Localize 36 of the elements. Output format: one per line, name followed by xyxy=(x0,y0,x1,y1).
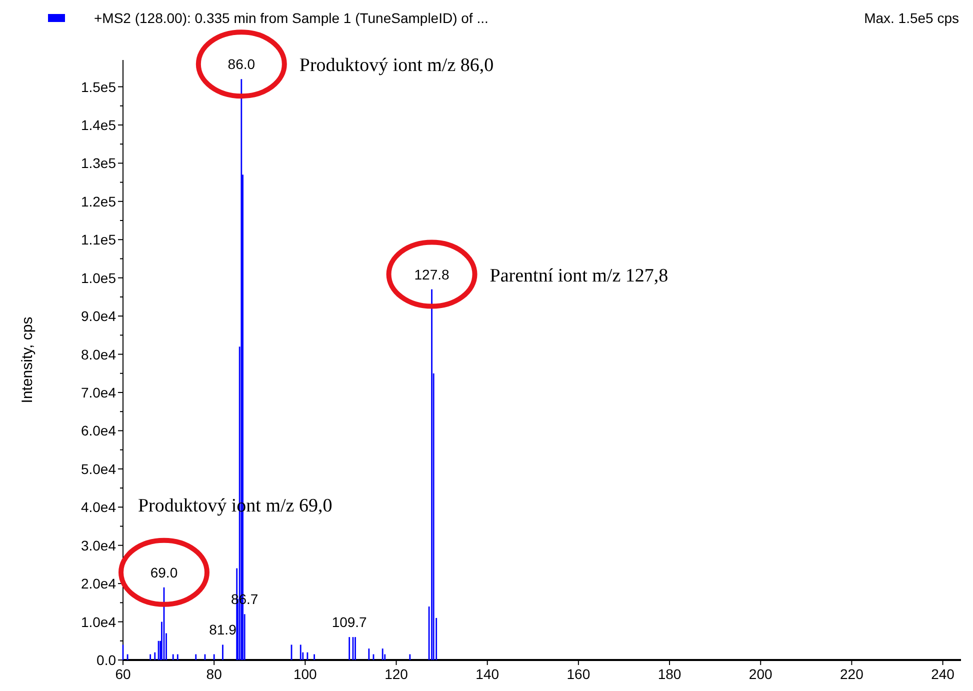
y-tick-label: 2.0e4 xyxy=(80,576,116,592)
y-tick-label: 1.0e4 xyxy=(80,614,116,630)
y-tick-label: 8.0e4 xyxy=(80,346,116,362)
x-tick-label: 60 xyxy=(115,666,131,682)
y-tick-label: 1.0e5 xyxy=(80,270,116,286)
y-tick-label: 0.0 xyxy=(96,652,116,668)
y-tick-label: 1.5e5 xyxy=(80,78,116,95)
annotation: Parentní iont m/z 127,8 xyxy=(490,265,668,286)
x-tick-label: 240 xyxy=(931,666,955,682)
chart-subtitle: Max. 1.5e5 cps xyxy=(864,10,959,26)
annotation: 81.9 xyxy=(209,622,237,638)
y-tick-label: 1.4e5 xyxy=(80,116,116,133)
x-tick-label: 200 xyxy=(748,666,772,682)
annotation: 86.0 xyxy=(228,56,256,72)
y-tick-label: 4.0e4 xyxy=(80,499,116,516)
y-tick-label: 1.2e5 xyxy=(80,193,116,210)
x-tick-label: 180 xyxy=(658,666,682,682)
y-tick-label: 7.0e4 xyxy=(80,384,116,400)
y-tick-label: 6.0e4 xyxy=(80,422,116,439)
annotation: 127.8 xyxy=(414,266,450,282)
legend-label: +MS2 (128.00): 0.335 min from Sample 1 (TuneSampleID) of ... xyxy=(94,10,488,26)
y-tick-label: 5.0e4 xyxy=(80,460,116,477)
x-tick-label: 160 xyxy=(566,666,590,682)
y-tick-label: 1.1e5 xyxy=(80,232,116,248)
y-tick-label: 9.0e4 xyxy=(80,308,116,324)
y-tick-label: 1.3e5 xyxy=(80,155,116,172)
x-tick-label: 120 xyxy=(384,666,408,682)
x-tick-label: 80 xyxy=(206,666,222,682)
annotation: 109.7 xyxy=(332,614,368,630)
x-tick-label: 220 xyxy=(840,666,864,682)
annotation: 69.0 xyxy=(150,564,178,580)
x-tick-label: 140 xyxy=(476,666,500,682)
y-tick-label: 3.0e4 xyxy=(80,537,116,554)
y-axis-title: Intensity, cps xyxy=(19,316,36,404)
annotation: Produktový iont m/z 86,0 xyxy=(299,55,494,76)
x-tick-label: 100 xyxy=(293,666,318,682)
